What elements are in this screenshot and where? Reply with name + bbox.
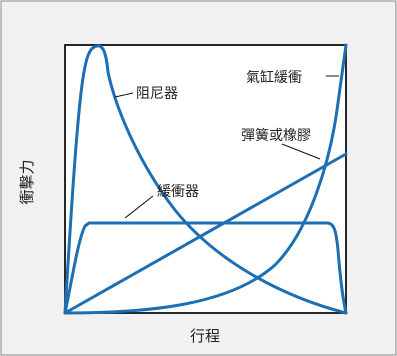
spring-rubber-leader: [281, 143, 321, 160]
spring-rubber-label: 彈簧或橡膠: [241, 128, 311, 144]
x-axis-label: 行程: [190, 327, 220, 345]
buffer-curve: [63, 221, 348, 315]
y-axis-label: 衝擊力: [18, 159, 36, 204]
damper-curve: [63, 44, 348, 315]
spring-rubber-curve: [63, 152, 348, 315]
buffer-label: 緩衝器: [157, 184, 199, 200]
gas-spring-curve: [63, 43, 348, 315]
damper-label: 阻尼器: [136, 86, 178, 102]
buffer-leader: [124, 195, 154, 219]
damper-leader: [114, 92, 134, 98]
gas-spring-label: 氣缸緩衝: [246, 69, 302, 86]
